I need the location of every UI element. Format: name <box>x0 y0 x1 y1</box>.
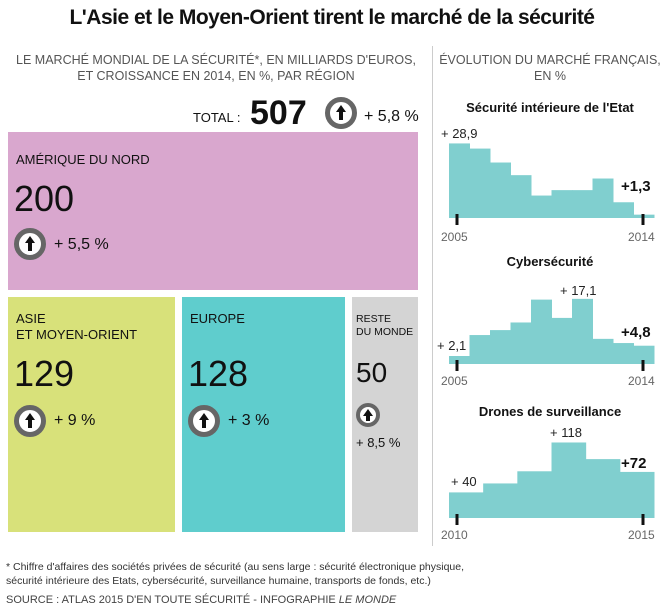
peak-label: + 17,1 <box>560 283 597 298</box>
left-subtitle-line: LE MARCHÉ MONDIAL DE LA SÉCURITÉ*, EN MI… <box>16 53 416 67</box>
region-value: 200 <box>14 178 75 219</box>
bar-2010 <box>551 190 573 218</box>
region-label: AMÉRIQUE DU NORD <box>16 152 150 167</box>
right-subtitle-line: ÉVOLUTION DU MARCHÉ FRANÇAIS, <box>439 53 661 67</box>
divider <box>432 46 433 546</box>
tick-label: 2005 <box>441 230 468 244</box>
region-label: EUROPE <box>190 311 245 326</box>
bar-2009 <box>531 299 552 364</box>
end-label: +72 <box>621 455 647 472</box>
left-subtitle: LE MARCHÉ MONDIAL DE LA SÉCURITÉ*, EN MI… <box>0 52 432 84</box>
treemap-cell-amerique-du-nord: AMÉRIQUE DU NORD 200 + 5,5 % <box>8 132 418 290</box>
region-label-line: ET MOYEN-ORIENT <box>16 327 138 342</box>
bar-2011 <box>572 298 593 364</box>
axis-tick-2015 <box>641 514 645 525</box>
main-title: L'Asie et le Moyen-Orient tirent le marc… <box>69 6 595 29</box>
bar-2013 <box>613 343 634 364</box>
bar-2006 <box>469 148 491 218</box>
total-growth: + 5,8 % <box>364 108 419 125</box>
bar-2005 <box>449 143 470 218</box>
end-label: +4,8 <box>621 324 651 341</box>
up-arrow-icon <box>188 405 220 437</box>
footnote-line: sécurité intérieure des Etats, cybersécu… <box>6 575 431 587</box>
region-label-line: ASIE <box>16 311 46 326</box>
tick-label: 2010 <box>441 528 468 542</box>
region-label-line: DU MONDE <box>356 326 414 338</box>
axis-tick-2014 <box>641 360 645 371</box>
bar-2012 <box>592 338 614 364</box>
total-value: 507 <box>250 94 307 132</box>
bar-2006 <box>469 335 491 364</box>
region-label: ASIE ET MOYEN-ORIENT <box>16 311 137 343</box>
bar-2005 <box>449 356 470 364</box>
bar-2010 <box>449 492 484 518</box>
footnote-line: * Chiffre d'affaires des sociétés privée… <box>6 561 465 573</box>
peak-label: + 118 <box>550 425 582 440</box>
up-arrow-icon <box>14 405 46 437</box>
start-label: + 2,1 <box>437 338 467 353</box>
region-growth: + 9 % <box>54 412 96 429</box>
chart-title: Sécurité intérieure de l'Etat <box>466 100 634 115</box>
bar-2008 <box>510 322 532 364</box>
tick-label: 2014 <box>628 230 655 244</box>
tick-label: 2015 <box>628 528 655 542</box>
region-label: RESTE DU MONDE <box>356 313 413 339</box>
chart-title: Cybersécurité <box>506 254 594 269</box>
up-arrow-icon <box>14 228 46 260</box>
footnote: * Chiffre d'affaires des sociétés privée… <box>6 560 464 588</box>
axis-tick-2014 <box>641 214 645 225</box>
start-label: + 40 <box>451 474 477 489</box>
bar-2014 <box>633 345 655 364</box>
region-value: 50 <box>356 357 388 388</box>
axis-tick-2005 <box>455 214 459 225</box>
region-value: 128 <box>188 353 249 394</box>
bar-2009 <box>531 195 552 218</box>
source-text: SOURCE : ATLAS 2015 D'EN TOUTE SÉCURITÉ … <box>6 594 339 606</box>
right-subtitle-line: EN % <box>534 69 566 83</box>
bar-2007 <box>490 330 511 364</box>
source: SOURCE : ATLAS 2015 D'EN TOUTE SÉCURITÉ … <box>6 594 396 606</box>
start-label: + 28,9 <box>441 126 478 141</box>
total-label: TOTAL : <box>193 110 241 125</box>
bar-2011 <box>572 190 593 218</box>
bar-chart-drones <box>449 442 655 525</box>
bar-2014 <box>585 459 621 518</box>
bar-2013 <box>613 202 634 218</box>
source-brand: LE MONDE <box>338 594 397 606</box>
region-growth: + 3 % <box>228 412 270 429</box>
treemap-cell-europe: EUROPE 128 + 3 % <box>182 297 345 532</box>
bar-2007 <box>490 162 511 218</box>
region-value: 129 <box>14 353 75 394</box>
bar-2010 <box>551 317 573 364</box>
up-arrow-icon <box>325 97 357 129</box>
bar-2012 <box>517 471 552 518</box>
bar-2015 <box>619 471 655 518</box>
tick-label: 2014 <box>628 374 655 388</box>
region-label-line: RESTE <box>356 313 392 325</box>
tick-label: 2005 <box>441 374 468 388</box>
bar-2008 <box>510 175 532 218</box>
bar-chart-securite-interieure <box>449 143 655 225</box>
axis-tick-2010 <box>455 514 459 525</box>
region-growth: + 5,5 % <box>54 236 109 253</box>
axis-tick-2005 <box>455 360 459 371</box>
left-subtitle-line: ET CROISSANCE EN 2014, EN %, PAR RÉGION <box>77 69 355 83</box>
up-arrow-icon <box>356 403 380 427</box>
bar-chart-cybersecurite <box>449 298 655 371</box>
end-label: +1,3 <box>621 178 651 195</box>
treemap-cell-reste-du-monde: RESTE DU MONDE 50 + 8,5 % <box>352 297 418 532</box>
treemap-cell-asie: ASIE ET MOYEN-ORIENT 129 + 9 % <box>8 297 175 532</box>
bar-2013 <box>551 442 587 518</box>
bar-2011 <box>483 483 518 518</box>
region-growth: + 8,5 % <box>356 435 401 450</box>
chart-title: Drones de surveillance <box>478 404 622 419</box>
right-subtitle: ÉVOLUTION DU MARCHÉ FRANÇAIS, EN % <box>436 52 664 84</box>
bar-2012 <box>592 178 614 218</box>
